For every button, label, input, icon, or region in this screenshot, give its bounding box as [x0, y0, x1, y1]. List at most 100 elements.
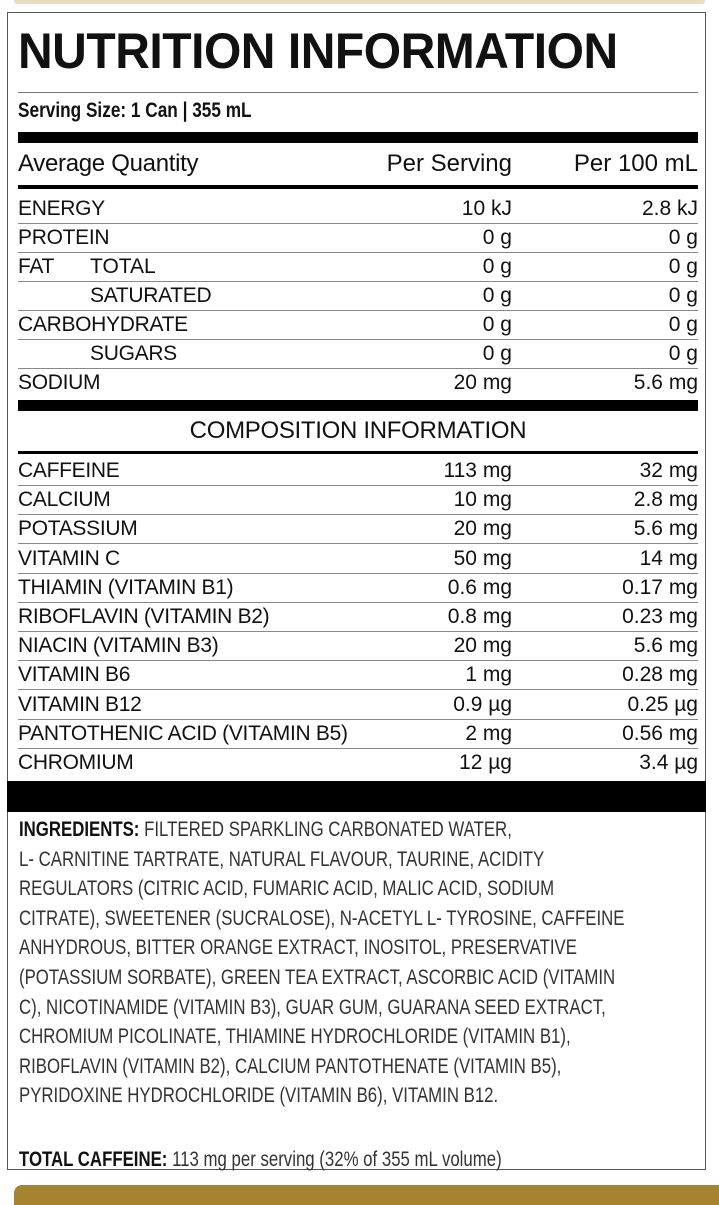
composition-row: VITAMIN B12 0.9 µg 0.25 µg: [18, 690, 698, 720]
ingredients-text: REGULATORS (CITRIC ACID, FUMARIC ACID, M…: [19, 877, 555, 901]
nutrition-row: ENERGY 10 kJ 2.8 kJ: [18, 194, 698, 224]
per-serving-value: 0.9 µg: [453, 692, 512, 716]
ingredients-line: ANHYDROUS, BITTER ORANGE EXTRACT, INOSIT…: [19, 933, 625, 963]
row-label: VITAMIN B12: [18, 692, 142, 716]
per-100ml-value: 0 g: [668, 255, 698, 278]
per-100ml-value: 0.28 mg: [622, 663, 698, 687]
row-label: POTASSIUM: [18, 517, 138, 541]
nutrition-row: SODIUM 20 mg 5.6 mg: [18, 368, 698, 397]
composition-row: VITAMIN C 50 mg 14 mg: [18, 544, 698, 574]
ingredients-line: PYRIDOXINE HYDROCHLORIDE (VITAMIN B6), V…: [19, 1081, 625, 1111]
per-serving-value: 0.8 mg: [447, 605, 512, 628]
per-100ml-value: 3.4 µg: [639, 751, 698, 774]
per-serving-value: 20 mg: [453, 634, 512, 658]
per-100ml-value: 0.56 mg: [622, 721, 698, 745]
per-100ml-value: 32 mg: [639, 459, 698, 482]
thick-divider: [18, 132, 698, 143]
nutrition-row: FAT TOTAL 0 g 0 g: [18, 252, 698, 282]
per-100ml-value: 5.6 mg: [633, 371, 698, 394]
per-100ml-value: 0.23 mg: [622, 605, 698, 628]
bottom-gold-strip: [14, 1185, 719, 1205]
ingredients-text: CITRATE), SWEETENER (SUCRALOSE), N-ACETY…: [19, 906, 625, 930]
row-label: VITAMIN C: [18, 546, 120, 570]
row-label: FAT: [18, 255, 55, 278]
per-serving-value: 0 g: [482, 284, 512, 307]
ingredients-text: ANHYDROUS, BITTER ORANGE EXTRACT, INOSIT…: [19, 936, 577, 960]
per-100ml-value: 2.8 mg: [633, 488, 698, 512]
ingredients-line: INGREDIENTS: FILTERED SPARKLING CARBONAT…: [19, 815, 625, 845]
per-100ml-value: 14 mg: [639, 546, 698, 570]
composition-row: CHROMIUM 12 µg 3.4 µg: [18, 748, 698, 777]
ingredients-label: INGREDIENTS:: [19, 818, 140, 841]
nutrition-row: SUGARS 0 g 0 g: [18, 339, 698, 369]
header-divider: [18, 185, 698, 189]
nutrition-row: PROTEIN 0 g 0 g: [18, 223, 698, 253]
per-serving-value: 1 mg: [465, 663, 512, 687]
ingredients-line: CHROMIUM PICOLINATE, THIAMINE HYDROCHLOR…: [19, 1022, 625, 1052]
divider: [18, 92, 698, 93]
per-100ml-value: 5.6 mg: [633, 517, 698, 541]
row-label: SUGARS: [90, 342, 177, 365]
row-label: THIAMIN (VITAMIN B1): [18, 575, 234, 599]
per-serving-value: 10 kJ: [461, 197, 512, 220]
composition-row: NIACIN (VITAMIN B3) 20 mg 5.6 mg: [18, 631, 698, 662]
ingredients-text: PYRIDOXINE HYDROCHLORIDE (VITAMIN B6), V…: [19, 1084, 499, 1108]
row-label: RIBOFLAVIN (VITAMIN B2): [18, 605, 270, 628]
thick-divider: [18, 400, 698, 411]
header-per-serving: Per Serving: [386, 150, 512, 177]
per-100ml-value: 0 g: [668, 284, 698, 307]
per-serving-value: 20 mg: [453, 371, 512, 394]
total-caffeine: TOTAL CAFFEINE: 113 mg per serving (32% …: [19, 1145, 502, 1175]
ingredients: INGREDIENTS: FILTERED SPARKLING CARBONAT…: [19, 815, 719, 1111]
ingredients-text: C), NICOTINAMIDE (VITAMIN B3), GUAR GUM,…: [19, 995, 606, 1019]
per-100ml-value: 0.17 mg: [622, 575, 698, 599]
ingredients-text: (POTASSIUM SORBATE), GREEN TEA EXTRACT, …: [19, 965, 616, 989]
composition-title: COMPOSITION INFORMATION: [189, 417, 527, 444]
ingredients-line: REGULATORS (CITRIC ACID, FUMARIC ACID, M…: [19, 874, 625, 904]
ingredients-text: L- CARNITINE TARTRATE, NATURAL FLAVOUR, …: [19, 847, 545, 871]
per-serving-value: 0.6 mg: [447, 575, 512, 599]
per-100ml-value: 0 g: [668, 226, 698, 249]
total-caffeine-label: TOTAL CAFFEINE:: [19, 1148, 168, 1171]
panel-title: NUTRITION INFORMATION: [18, 23, 618, 79]
row-label: ENERGY: [18, 197, 105, 220]
per-100ml-value: 2.8 kJ: [641, 197, 698, 220]
per-serving-value: 0 g: [482, 342, 512, 365]
top-gold-strip: [14, 0, 705, 4]
nutrition-row: CARBOHYDRATE 0 g 0 g: [18, 310, 698, 340]
per-serving-value: 10 mg: [453, 488, 512, 512]
row-label: CARBOHYDRATE: [18, 313, 188, 336]
row-label: PROTEIN: [18, 226, 110, 249]
composition-row: VITAMIN B6 1 mg 0.28 mg: [18, 660, 698, 691]
row-label: PANTOTHENIC ACID (VITAMIN B5): [18, 721, 348, 745]
column-header-row: Average Quantity Per Serving Per 100 mL: [18, 149, 698, 178]
header-label: Average Quantity: [18, 150, 199, 177]
row-label: SATURATED: [90, 284, 212, 307]
nutrition-row: SATURATED 0 g 0 g: [18, 281, 698, 311]
per-serving-value: 0 g: [482, 226, 512, 249]
row-label: NIACIN (VITAMIN B3): [18, 634, 219, 658]
per-100ml-value: 0.25 µg: [627, 692, 699, 716]
per-100ml-value: 5.6 mg: [633, 634, 698, 658]
row-label: CAFFEINE: [18, 459, 120, 482]
composition-row: THIAMIN (VITAMIN B1) 0.6 mg 0.17 mg: [18, 573, 698, 603]
ingredients-line: CITRATE), SWEETENER (SUCRALOSE), N-ACETY…: [19, 904, 625, 934]
ingredients-text: CHROMIUM PICOLINATE, THIAMINE HYDROCHLOR…: [19, 1025, 571, 1049]
per-serving-value: 12 µg: [459, 751, 512, 774]
row-label: SODIUM: [18, 371, 101, 394]
total-caffeine-text: 113 mg per serving (32% of 355 mL volume…: [167, 1148, 502, 1171]
per-100ml-value: 0 g: [668, 313, 698, 336]
ingredients-line: RIBOFLAVIN (VITAMIN B2), CALCIUM PANTOTH…: [19, 1052, 625, 1082]
composition-divider: [18, 451, 698, 454]
black-band: [7, 781, 706, 812]
nutrition-panel: [7, 12, 706, 1170]
per-serving-value: 20 mg: [453, 517, 512, 541]
composition-row: RIBOFLAVIN (VITAMIN B2) 0.8 mg 0.23 mg: [18, 602, 698, 632]
ingredients-line: L- CARNITINE TARTRATE, NATURAL FLAVOUR, …: [19, 845, 625, 875]
row-label: CHROMIUM: [18, 751, 134, 774]
ingredients-line: (POTASSIUM SORBATE), GREEN TEA EXTRACT, …: [19, 963, 625, 993]
ingredients-text: RIBOFLAVIN (VITAMIN B2), CALCIUM PANTOTH…: [19, 1054, 562, 1078]
per-100ml-value: 0 g: [668, 342, 698, 365]
row-label: CALCIUM: [18, 488, 111, 512]
composition-row: CAFFEINE 113 mg 32 mg: [18, 456, 698, 486]
